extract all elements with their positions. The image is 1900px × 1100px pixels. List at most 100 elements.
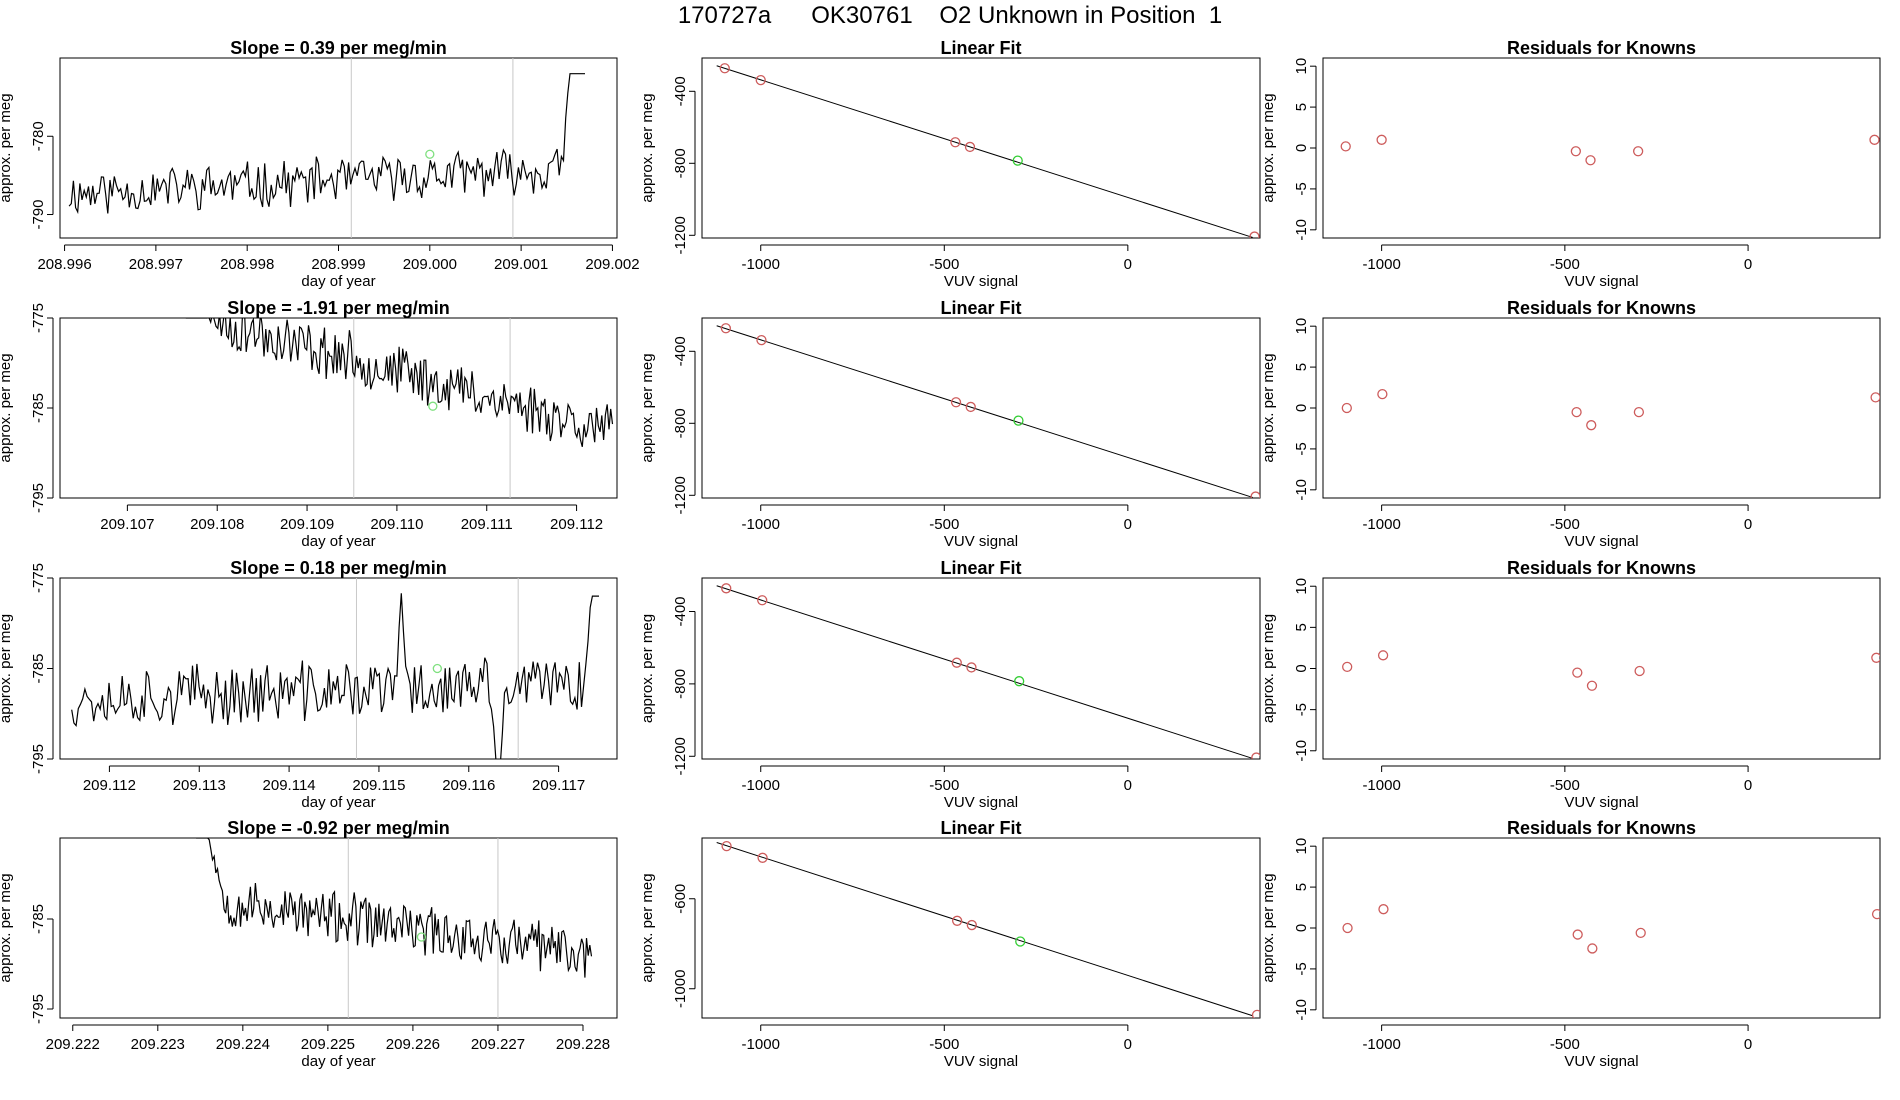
x-tick-label: 209.224 [216,1036,270,1053]
x-tick-label: 208.997 [129,256,183,273]
x-tick-label: 209.000 [403,256,457,273]
plot-title: Slope = 0.39 per meg/min [230,38,447,58]
y-tick-label: 0 [1293,144,1310,152]
unknown-marker [432,663,442,674]
y-tick-label: -400 [672,76,689,106]
x-tick-label: 208.998 [220,256,274,273]
panel-slope-row-3: Slope = 0.18 per meg/min 209.112 209.113 20… [0,558,618,811]
y-tick-label: 5 [1293,883,1310,891]
x-tick-label: 0 [1744,516,1752,533]
y-tick-label: 5 [1293,623,1310,631]
x-tick-label: 209.107 [100,516,154,533]
x-axis-label: day of year [301,794,375,811]
fit-point [951,915,963,926]
time-series-line [68,73,585,215]
plot-area [1342,650,1880,691]
x-tick-label: 0 [1124,777,1132,794]
x-tick-label: -1000 [742,1036,780,1053]
plot-frame [1322,837,1881,1019]
residual-point [1571,406,1582,418]
x-axis-label: VUV signal [944,533,1018,550]
time-series-line [196,838,593,978]
plot-title: Residuals for Knowns [1507,558,1696,578]
y-tick-label: -5 [1293,962,1310,975]
plot-area [716,840,1260,1018]
residual-point [1341,402,1352,414]
plot-area [1340,134,1880,166]
x-tick-label: 0 [1124,256,1132,273]
plot-frame [59,57,618,239]
unknown-marker [428,401,438,411]
fit-line [716,325,1253,498]
residual-point [1376,134,1387,145]
y-tick-label: -10 [1293,479,1310,501]
residual-point [1632,146,1644,157]
fit-point [964,141,976,153]
fit-point [1012,155,1023,166]
y-tick-label: 0 [1293,924,1310,932]
y-tick-label: -10 [1293,999,1310,1021]
residual-point [1871,652,1880,663]
plot-title: Residuals for Knowns [1507,38,1696,58]
y-tick-label: -775 [30,563,47,593]
plot-title: Residuals for Knowns [1507,298,1696,318]
x-tick-label: 0 [1744,1036,1752,1053]
plot-frame [701,837,1261,1019]
x-tick-label: 209.226 [386,1036,440,1053]
y-tick-label: -780 [30,121,47,151]
x-tick-label: 209.112 [550,516,603,533]
panel-fit-row-3: Linear Fit -1000 -500 0 VUV signal -400 -800 -1… [639,558,1261,811]
panel-fit-row-1: Linear Fit -1000 -500 0 VUV signal -400 -800 -1… [639,38,1261,290]
x-tick-label: 209.113 [173,777,226,794]
x-axis-label: VUV signal [944,1053,1018,1070]
y-tick-label: -10 [1293,740,1310,762]
y-tick-label: -1200 [672,476,689,514]
x-tick-label: -500 [1550,1036,1580,1053]
unknown-marker [425,149,435,159]
x-axis-label: VUV signal [1564,794,1638,811]
panel-residuals-row-3: Residuals for Knowns -1000 -500 0 VUV signal… [1260,558,1881,811]
residual-point [1870,392,1880,403]
y-tick-label: 5 [1293,363,1310,371]
plot-area [716,323,1260,498]
plot-title: Residuals for Knowns [1507,818,1696,838]
y-axis-label: approx. per meg [1260,353,1277,462]
fit-point [966,919,977,931]
y-tick-label: -785 [30,653,47,683]
plot-area [1341,388,1880,431]
residual-point [1869,134,1880,145]
unknown-marker [416,932,427,942]
panel-fit-row-4: Linear Fit -1000 -500 0 VUV signal -600 -1000 a… [639,818,1261,1070]
x-tick-label: 209.223 [131,1036,185,1053]
x-tick-label: 209.116 [442,777,495,794]
x-tick-label: 209.114 [263,777,316,794]
x-tick-label: 209.228 [556,1036,610,1053]
residual-point [1377,650,1389,661]
panel-slope-row-4: Slope = -0.92 per meg/min 209.222 209.223 2… [0,818,618,1070]
residual-point [1586,680,1598,691]
x-tick-label: -1000 [742,256,780,273]
residual-point [1340,141,1351,152]
plot-area [1342,904,1880,954]
y-tick-label: -795 [30,483,47,513]
residual-point [1342,661,1353,673]
y-tick-label: -5 [1293,442,1310,455]
plot-title: Slope = -0.92 per meg/min [227,818,450,838]
fit-point [757,852,768,863]
y-tick-label: -800 [672,148,689,178]
fit-point [719,63,730,74]
fit-point [951,657,962,668]
residual-point [1585,155,1596,166]
x-axis-label: day of year [301,273,375,290]
x-tick-label: 209.002 [585,256,639,273]
x-tick-label: 209.108 [190,516,244,533]
y-tick-label: -5 [1293,703,1310,716]
page-title: 170727a OK30761 O2 Unknown in Position 1 [677,2,1223,29]
x-tick-label: 208.999 [311,256,365,273]
y-axis-label: approx. per meg [0,873,14,982]
residual-point [1871,908,1880,920]
plot-title: Slope = -1.91 per meg/min [227,298,450,318]
fit-point [1251,1009,1260,1018]
plot-area [716,583,1260,759]
residual-point [1634,665,1645,677]
